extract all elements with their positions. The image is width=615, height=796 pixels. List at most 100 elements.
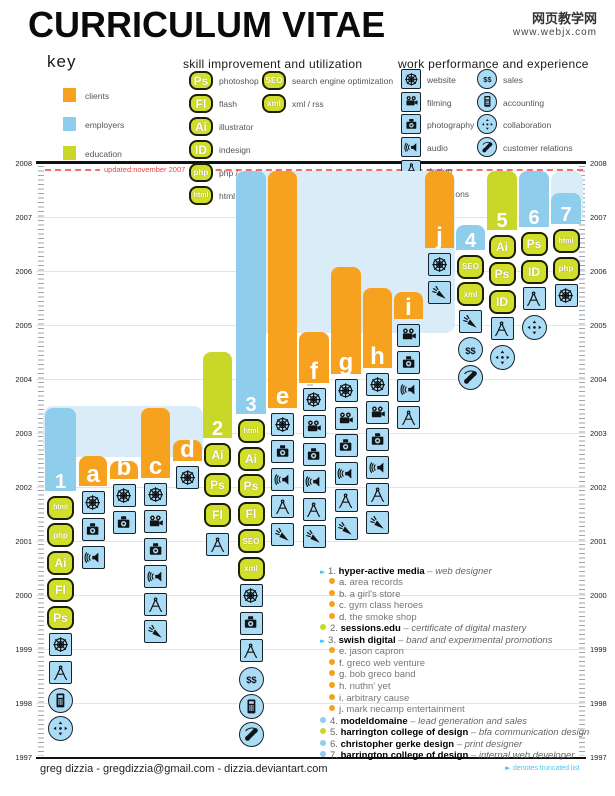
legend-separator: – bbox=[468, 750, 479, 762]
axis-top-2008 bbox=[36, 161, 586, 164]
year-label-left-2003: 2003 bbox=[15, 429, 32, 438]
xml-badge: xml bbox=[457, 282, 484, 307]
skill-label: search engine optimization bbox=[292, 76, 394, 86]
bar-label-h: h bbox=[370, 343, 385, 371]
bar-g: g bbox=[331, 267, 361, 375]
design-icon bbox=[271, 495, 294, 519]
legend-index: 3. bbox=[328, 634, 339, 646]
website-icon bbox=[144, 482, 167, 506]
year-label-right-2004: 2004 bbox=[590, 375, 607, 384]
photography-icon bbox=[397, 351, 420, 375]
design-icon bbox=[302, 497, 326, 521]
legend-name: christopher gerke design bbox=[340, 738, 455, 750]
year-label-left-2000: 2000 bbox=[15, 591, 32, 600]
bar-label-7: 7 bbox=[560, 204, 572, 226]
ai-badge: Ai bbox=[237, 446, 265, 471]
legend-item-g: g. bob greco band bbox=[320, 669, 416, 680]
audio-icon bbox=[271, 467, 294, 491]
legend-bullet bbox=[320, 728, 326, 735]
customer-relations-icon bbox=[477, 137, 497, 158]
bar-7: 7 bbox=[551, 192, 581, 226]
skill-label: indesign bbox=[219, 145, 251, 155]
legend-name: hyper-active media bbox=[338, 565, 425, 577]
fl-badge: Fl bbox=[237, 501, 265, 526]
legend-item-f: f. greco web venture bbox=[320, 658, 425, 669]
legend-desc: bfa communication design bbox=[478, 727, 590, 739]
legend-item-7: 7. harrington college of design – intern… bbox=[320, 750, 574, 761]
year-label-left-2001: 2001 bbox=[15, 537, 32, 546]
legend-bullet bbox=[329, 647, 335, 654]
photography-icon bbox=[112, 511, 136, 535]
audio-icon bbox=[397, 378, 420, 402]
legend-item-h: h. nuthn' yet bbox=[320, 681, 390, 692]
legend-bullet bbox=[329, 682, 335, 688]
ps-badge: Ps bbox=[204, 472, 231, 497]
ai-badge: Ai bbox=[189, 117, 213, 136]
work-label: customer relations bbox=[503, 143, 573, 154]
promotions-icon bbox=[271, 522, 294, 546]
bar-j: j bbox=[425, 171, 454, 249]
audio-icon bbox=[334, 461, 358, 485]
legend-bullet bbox=[329, 658, 335, 665]
bar-label-4: 4 bbox=[464, 229, 477, 252]
filming-icon bbox=[397, 323, 420, 347]
svg-text:$$: $$ bbox=[246, 674, 257, 685]
axis-bottom-1997 bbox=[36, 757, 586, 759]
work-label: collaboration bbox=[503, 120, 552, 131]
id-badge: ID bbox=[520, 259, 548, 284]
html-badge: html bbox=[189, 186, 213, 205]
watermark-url: www.webjx.com bbox=[512, 27, 597, 38]
bar-i: i bbox=[394, 291, 423, 319]
bar-label-1: 1 bbox=[54, 470, 67, 493]
skill-label: flash bbox=[219, 99, 237, 109]
legend-name: sessions.edu bbox=[340, 623, 401, 635]
legend-index: i. bbox=[339, 692, 347, 704]
year-label-left-2008: 2008 bbox=[15, 159, 32, 168]
year-label-right-2001: 2001 bbox=[590, 537, 607, 546]
promotions-icon bbox=[334, 516, 358, 540]
legend-name: harrington college of design bbox=[340, 727, 469, 739]
truncated-list-icon: ▸▸ bbox=[320, 637, 325, 645]
legend-index: e. bbox=[339, 646, 350, 658]
php-badge: php bbox=[189, 163, 213, 182]
html-badge: html bbox=[552, 229, 580, 254]
svg-text:$$: $$ bbox=[483, 75, 491, 84]
truncated-list-note: ▸▸ denotes truncated list bbox=[505, 764, 580, 772]
fl-badge: Fl bbox=[189, 94, 213, 113]
skills-heading: skill improvement and utilization bbox=[183, 57, 363, 71]
key-label-client: clients bbox=[85, 91, 110, 101]
key-label-education: education bbox=[85, 149, 122, 159]
bar-label-e: e bbox=[275, 382, 290, 410]
work-label: sales bbox=[503, 75, 523, 85]
sales-icon: $$ bbox=[477, 69, 497, 89]
legend-name: area records bbox=[349, 577, 403, 589]
legend-desc: certificate of digital mastery bbox=[411, 623, 527, 635]
bar-5: 5 bbox=[487, 171, 517, 231]
audio-icon bbox=[401, 137, 421, 158]
work-label: filming bbox=[427, 97, 452, 108]
photography-icon bbox=[144, 537, 167, 561]
legend-desc: lead generation and sales bbox=[418, 715, 527, 727]
legend-item-b: b. a girl's store bbox=[320, 589, 400, 600]
legend-name: bob greco band bbox=[349, 669, 416, 681]
bar-a: a bbox=[79, 456, 107, 486]
legend-item-1: ▸▸ 1. hyper-active media – web designer bbox=[320, 566, 492, 577]
legend-name: swish digital bbox=[338, 634, 396, 646]
filming-icon bbox=[144, 510, 167, 534]
legend-item-i: i. arbitrary cause bbox=[320, 693, 409, 704]
work-label: accounting bbox=[503, 97, 545, 108]
gridline-1998 bbox=[36, 703, 586, 704]
filming-icon bbox=[334, 406, 358, 430]
legend-name: jason capron bbox=[349, 646, 404, 658]
legend-item-4: 4. modeldomaine – lead generation and sa… bbox=[320, 716, 527, 727]
year-label-left-2005: 2005 bbox=[15, 321, 32, 330]
legend-item-c: c. gym class heroes bbox=[320, 600, 423, 611]
seo-badge: SEO bbox=[237, 529, 265, 554]
ps-badge: Ps bbox=[47, 605, 74, 630]
legend-bullet bbox=[329, 601, 335, 608]
seo-badge: SEO bbox=[262, 71, 286, 90]
skill-label: illustrator bbox=[219, 122, 254, 132]
website-icon bbox=[81, 490, 105, 514]
filming-icon bbox=[401, 91, 421, 112]
skill-label: xml / rss bbox=[292, 99, 324, 109]
